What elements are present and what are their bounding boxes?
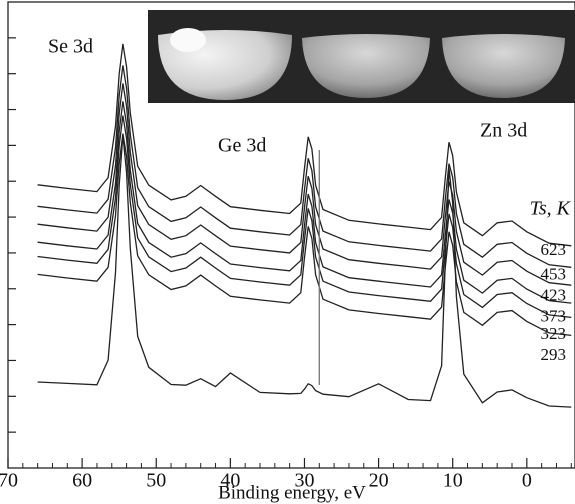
x-tick-label: 20 bbox=[369, 470, 389, 492]
photo-highlight bbox=[170, 28, 206, 52]
annotation: Ge 3d bbox=[218, 135, 266, 157]
photo-sample bbox=[302, 34, 430, 98]
series-label: 293 bbox=[541, 345, 567, 364]
series-label: 373 bbox=[541, 307, 567, 326]
x-tick-label: 50 bbox=[146, 470, 166, 492]
x-tick-label: 0 bbox=[522, 470, 532, 492]
plot-frame bbox=[7, 1, 575, 469]
annotation: Zn 3d bbox=[480, 120, 527, 142]
inset-photo bbox=[148, 10, 575, 103]
photo-sample bbox=[442, 34, 565, 98]
series-label: 623 bbox=[541, 240, 567, 259]
x-tick-label: 60 bbox=[72, 470, 92, 492]
spectrum-line bbox=[37, 134, 572, 408]
spectrum-line bbox=[37, 65, 572, 268]
x-axis-title: Binding energy, eV bbox=[218, 482, 366, 503]
plot-area bbox=[37, 43, 572, 408]
spectrum-line bbox=[37, 101, 572, 304]
series-label: 423 bbox=[541, 286, 567, 305]
x-tick-label: 70 bbox=[0, 470, 18, 492]
spectrum-line bbox=[37, 133, 572, 337]
annotation: Se 3d bbox=[48, 36, 93, 58]
x-tick-label: 40 bbox=[220, 470, 240, 492]
spectrum-line bbox=[37, 115, 572, 319]
spectrum-line bbox=[37, 83, 572, 286]
series-label: 323 bbox=[541, 324, 567, 343]
x-tick-label: 30 bbox=[294, 470, 314, 492]
x-tick-label: 10 bbox=[443, 470, 463, 492]
legend-title: Ts, K bbox=[530, 198, 572, 220]
spectrum-line bbox=[37, 43, 572, 247]
series-label: 453 bbox=[541, 265, 567, 284]
